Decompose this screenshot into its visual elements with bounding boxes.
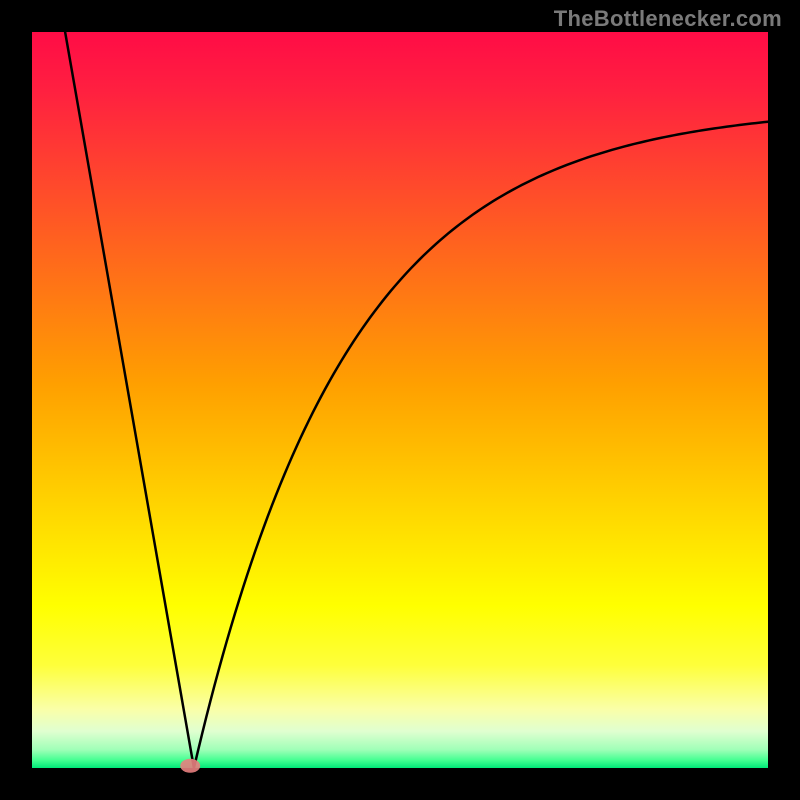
bottleneck-curve [65, 32, 768, 768]
watermark-text: TheBottlenecker.com [554, 6, 782, 32]
valley-marker [180, 759, 200, 773]
curve-layer [0, 0, 800, 800]
chart-container: TheBottlenecker.com [0, 0, 800, 800]
